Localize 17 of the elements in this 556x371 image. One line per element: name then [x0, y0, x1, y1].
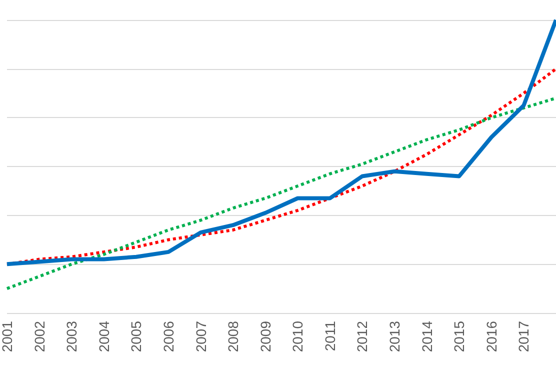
- x-tick-label: 2001: [0, 320, 15, 352]
- x-tick-label: 2016: [483, 320, 500, 352]
- x-tick-label: 2007: [192, 320, 209, 352]
- x-tick-label: 2014: [418, 320, 435, 352]
- x-tick-label: 2004: [96, 320, 112, 352]
- x-tick-label: 2015: [451, 320, 468, 352]
- x-tick-label: 2006: [160, 320, 176, 352]
- x-tick-label: 2008: [225, 320, 242, 352]
- x-tick-label: 2002: [31, 320, 48, 352]
- x-tick-label: 2012: [354, 320, 370, 352]
- x-tick-label: 2005: [128, 320, 144, 352]
- x-tick-label: 2003: [64, 320, 80, 352]
- x-tick-label: 2017: [516, 320, 532, 352]
- x-tick-label: 2011: [322, 320, 338, 352]
- x-tick-label: 2010: [290, 320, 306, 352]
- x-tick-label: 2009: [257, 320, 274, 352]
- x-tick-label: 2013: [386, 320, 403, 352]
